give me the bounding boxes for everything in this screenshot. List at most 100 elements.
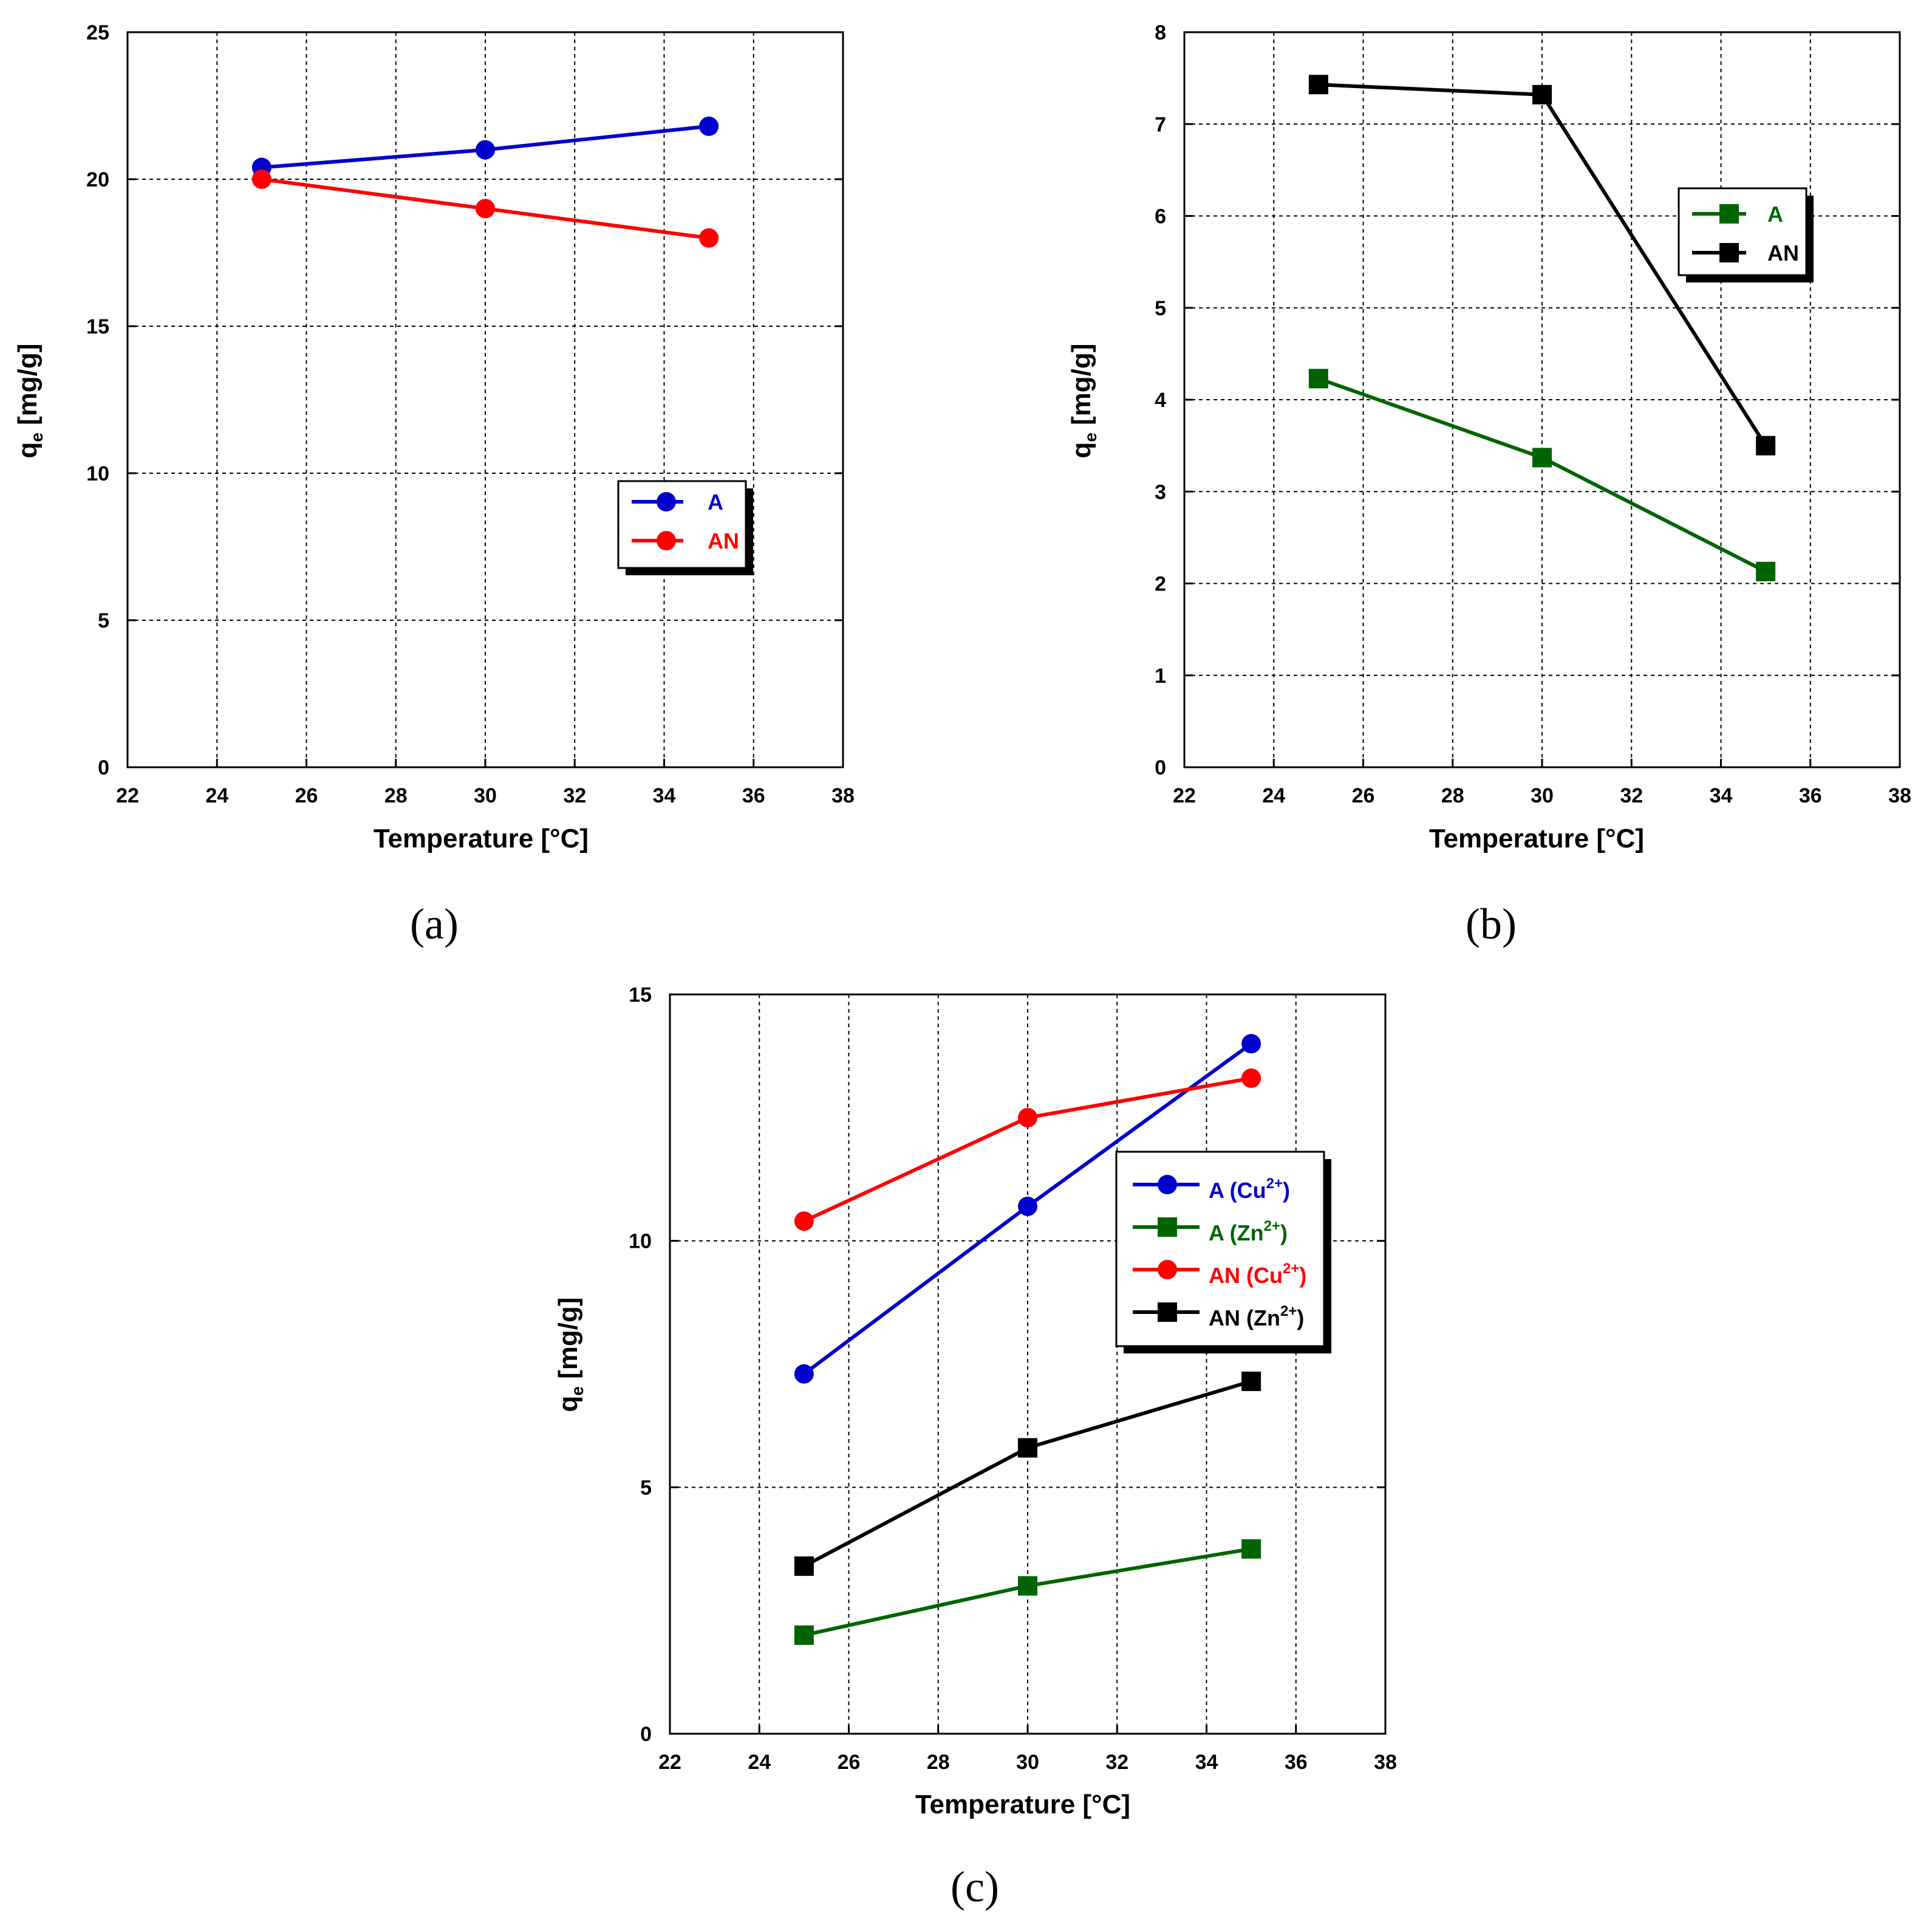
panel-a-xtick-36: 36 — [742, 784, 765, 807]
panel-c-xtick-38: 38 — [1374, 1751, 1397, 1774]
panel-c-legend-label-0-suffix: ) — [1283, 1178, 1290, 1203]
panel-c-ytick-10: 10 — [629, 1230, 652, 1253]
panel-c-legend-marker-3 — [1158, 1302, 1177, 1322]
panel-a-ticks: 22 24 26 28 30 32 34 36 38 0 5 10 15 20 25 — [86, 21, 855, 807]
panel-a-xtick-24: 24 — [205, 784, 228, 807]
panel-b-legend: A AN — [1678, 187, 1814, 282]
panel-c-xtick-26: 26 — [838, 1751, 861, 1774]
panel-c-legend-label-1: A (Zn2+) — [1209, 1218, 1288, 1245]
panel-a-legend-box — [617, 480, 747, 569]
panel-a-ytick-25: 25 — [86, 21, 109, 44]
panel-c-legend-label-1-suffix: ) — [1280, 1220, 1288, 1245]
panel-b-xtick-34: 34 — [1710, 784, 1733, 807]
panel-b-ytick-4: 4 — [1155, 389, 1166, 412]
panel-b-point-a-35 — [1756, 561, 1776, 581]
panel-c-point-an-cu2-25 — [794, 1211, 814, 1231]
panel-a-legend-marker-AN — [657, 531, 676, 550]
panel-c: 22 24 26 28 30 32 34 36 38 0 5 10 15 Temperature [°C… — [553, 983, 1397, 1911]
panel-c-line-an-zn2 — [803, 1380, 1252, 1568]
panel-c-xtick-34: 34 — [1195, 1751, 1218, 1774]
panel-c-ylabel-q: q — [553, 1396, 583, 1412]
panel-a-ytick-15: 15 — [86, 315, 109, 338]
panel-c-ylabel-sub: e — [568, 1386, 587, 1396]
panel-a-point-an-30 — [476, 199, 495, 219]
panel-c-point-a-zn2-30 — [1018, 1576, 1037, 1596]
panel-c-ticks: 22 24 26 28 30 32 34 36 38 0 5 10 15 — [629, 983, 1397, 1774]
panel-a-xtick-38: 38 — [831, 784, 855, 807]
panel-c-xtick-36: 36 — [1285, 1751, 1308, 1774]
panel-b-point-an-35 — [1756, 436, 1776, 456]
panel-b-label: (b) — [1466, 900, 1517, 948]
panel-b-ytick-5: 5 — [1155, 297, 1166, 320]
panel-c-xtick-22: 22 — [658, 1751, 681, 1774]
panel-a-xtick-30: 30 — [474, 784, 497, 807]
panel-c-legend-label-3-sup: 2+ — [1280, 1303, 1297, 1319]
panel-a-xtick-34: 34 — [653, 784, 676, 807]
panel-c-point-a-cu2-35 — [1241, 1034, 1261, 1054]
panel-b-point-a-30 — [1532, 448, 1552, 468]
panel-a-xtick-26: 26 — [295, 784, 318, 807]
panel-c-point-an-cu2-30 — [1018, 1107, 1037, 1127]
panel-b-legend-box — [1678, 187, 1807, 276]
panel-a-ytick-0: 0 — [98, 756, 109, 779]
panel-a-point-a-30 — [476, 140, 495, 160]
panel-b-xtick-30: 30 — [1531, 784, 1554, 807]
panel-b-xtick-32: 32 — [1620, 784, 1643, 807]
panel-c-legend-label-1-main: A (Zn — [1209, 1220, 1264, 1245]
panel-a-legend: A AN — [617, 480, 753, 575]
panel-c-point-an-zn2-25 — [794, 1556, 814, 1576]
panel-b-xtick-26: 26 — [1352, 784, 1375, 807]
panel-a-label: (a) — [410, 900, 459, 948]
panel-c-ytick-0: 0 — [640, 1723, 652, 1746]
panel-b-legend-label-A: A — [1767, 202, 1783, 227]
panel-c-point-a-cu2-25 — [794, 1364, 814, 1384]
panel-b-xtick-24: 24 — [1262, 784, 1285, 807]
panel-a-legend-label-AN: AN — [708, 528, 739, 553]
panel-b-series — [1308, 75, 1776, 581]
panel-c-ylabel-unit: [mg/g] — [553, 1297, 583, 1386]
panel-b-ytick-1: 1 — [1155, 665, 1166, 688]
panel-b-point-an-25 — [1308, 75, 1328, 95]
panel-b-legend-marker-A — [1719, 204, 1739, 224]
panel-c-legend-label-0-sup: 2+ — [1266, 1175, 1283, 1192]
panel-a-point-a-35 — [699, 116, 719, 136]
panel-c-ylabel: qe [mg/g] — [553, 1297, 587, 1412]
panel-a-xtick-28: 28 — [384, 784, 408, 807]
panel-a-ylabel-q: q — [13, 442, 43, 459]
panel-c-legend-marker-0 — [1158, 1175, 1177, 1194]
panel-b-grid — [1183, 31, 1901, 768]
panel-c-point-a-cu2-30 — [1018, 1196, 1037, 1216]
panel-c-label: (c) — [951, 1863, 999, 1911]
panel-b-ytick-6: 6 — [1155, 205, 1166, 228]
panel-c-legend-label-2: AN (Cu2+) — [1209, 1261, 1306, 1288]
panel-c-legend-label-2-main: AN (Cu — [1209, 1263, 1283, 1288]
panel-a-xtick-22: 22 — [116, 784, 139, 807]
panel-c-ytick-15: 15 — [629, 983, 652, 1007]
panel-c-point-a-zn2-25 — [794, 1625, 814, 1645]
panel-a-ylabel-sub: e — [27, 433, 46, 442]
panel-b-point-an-30 — [1532, 84, 1552, 104]
panel-b-xtick-28: 28 — [1441, 784, 1464, 807]
panel-c-xtick-32: 32 — [1105, 1751, 1128, 1774]
panel-c-ytick-5: 5 — [640, 1476, 652, 1499]
panel-c-legend-label-3-suffix: ) — [1297, 1305, 1304, 1330]
panel-c-legend-marker-2 — [1158, 1260, 1177, 1279]
panel-c-legend-label-1-sup: 2+ — [1264, 1218, 1280, 1234]
panel-b-point-a-25 — [1308, 369, 1328, 389]
panel-c-point-an-cu2-35 — [1241, 1068, 1261, 1088]
panel-a-ytick-20: 20 — [86, 168, 109, 191]
panel-b-legend-marker-AN — [1719, 243, 1739, 262]
panel-a-xtick-32: 32 — [563, 784, 586, 807]
panel-a-series — [251, 116, 719, 248]
panel-b-xtick-22: 22 — [1173, 784, 1196, 807]
panel-a-ylabel: qe [mg/g] — [13, 343, 46, 458]
panel-b-ylabel-sub: e — [1081, 433, 1100, 442]
panel-b-xtick-36: 36 — [1799, 784, 1822, 807]
panel-c-legend-label-2-sup: 2+ — [1283, 1261, 1299, 1277]
panel-c-grid — [669, 993, 1387, 1735]
panel-c-point-an-zn2-35 — [1241, 1371, 1261, 1391]
panel-a: 22 24 26 28 30 32 34 36 38 0 5 10 15 20 25 Temperature… — [13, 21, 855, 948]
panel-b-legend-label-AN: AN — [1767, 241, 1799, 265]
